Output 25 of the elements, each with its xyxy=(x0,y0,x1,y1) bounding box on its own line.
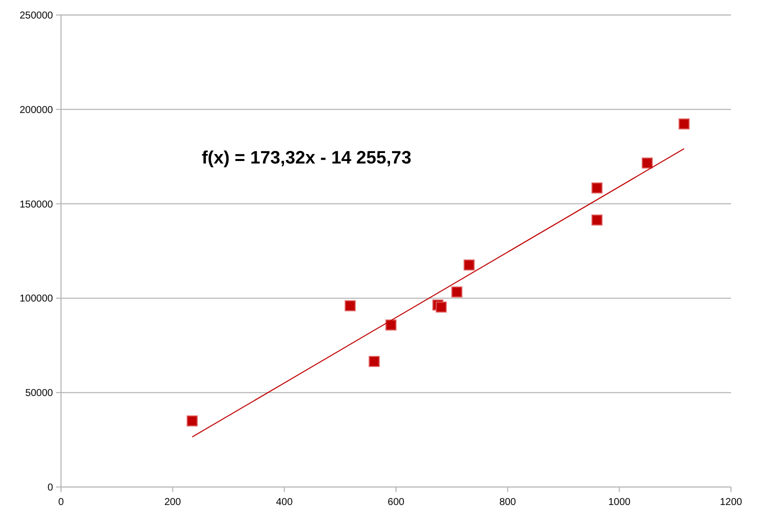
y-tick-label: 100000 xyxy=(20,294,54,305)
point xyxy=(436,302,447,313)
y-tick-label: 200000 xyxy=(20,104,54,116)
x-tick-label: 1200 xyxy=(720,497,743,508)
point xyxy=(451,286,462,298)
x-tick-label: 200 xyxy=(164,497,182,508)
x-tick-label: 0 xyxy=(58,497,64,508)
point xyxy=(385,320,396,331)
x-tick-label: 800 xyxy=(499,497,516,508)
x-tick-label: 1000 xyxy=(608,497,631,508)
point xyxy=(678,118,690,130)
y-tick-label: 150000 xyxy=(20,199,54,210)
point xyxy=(464,259,475,270)
x-tick-label: 600 xyxy=(388,497,405,508)
point xyxy=(368,356,380,367)
point xyxy=(642,158,653,169)
point xyxy=(186,415,198,426)
annotation: f(x) = 173,32x - 14 255,73 xyxy=(202,148,412,168)
y-tick-label: 0 xyxy=(47,482,54,494)
y-tick-label: 50000 xyxy=(25,388,54,400)
point xyxy=(592,182,602,194)
x-tick-label: 400 xyxy=(276,497,294,508)
point xyxy=(344,300,356,312)
y-tick-label: 250000 xyxy=(20,10,54,22)
point xyxy=(592,214,602,226)
